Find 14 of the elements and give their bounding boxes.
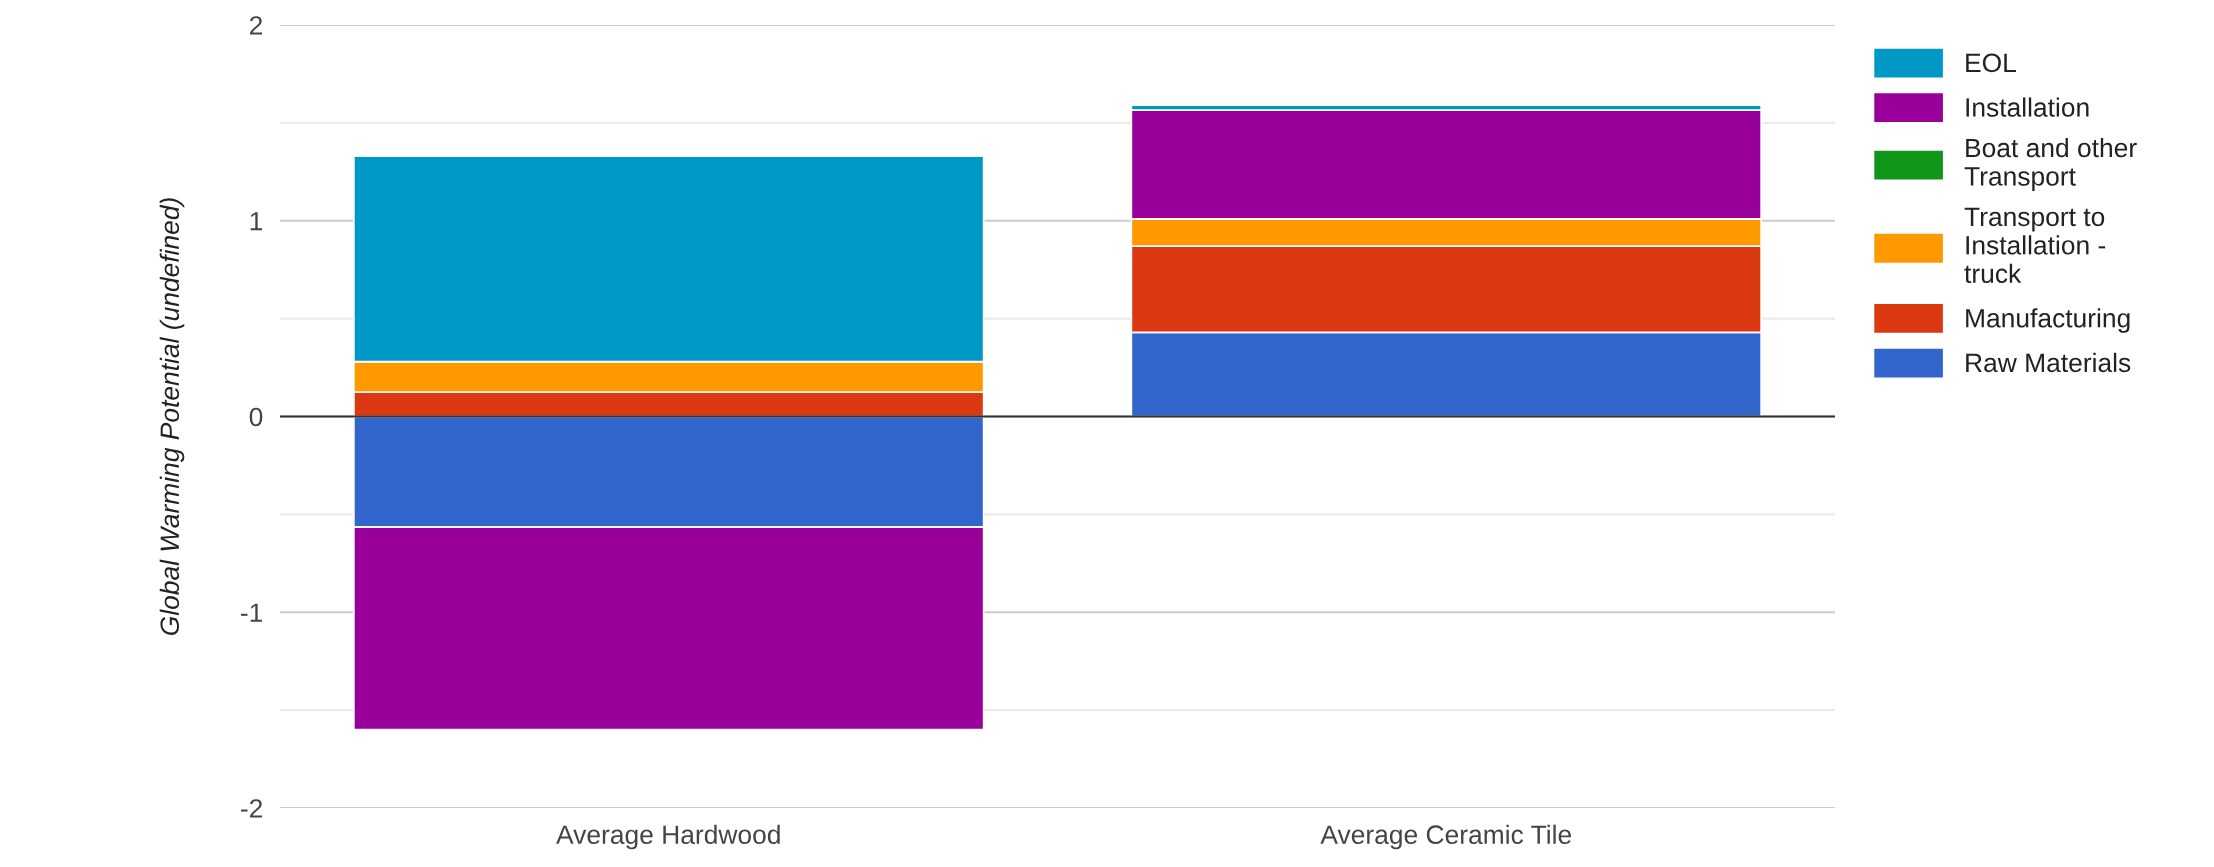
- y-tick-label: 0: [249, 407, 263, 427]
- y-tick-label: 2: [249, 16, 263, 35]
- legend-label: Installation: [1966, 97, 2089, 117]
- legend-label: Boat and other Transport: [1964, 137, 2137, 191]
- x-tick-label: Average Ceramic Tile: [1320, 824, 1571, 850]
- y-tick-label: -1: [241, 603, 263, 622]
- legend-label: Raw Materials: [1966, 352, 2131, 373]
- legend-label: Transport to Installation - truck: [1964, 207, 2106, 284]
- legend-label: Manufacturing: [1966, 308, 2130, 333]
- legend-label: EOL: [1966, 53, 2016, 73]
- y-tick-label: 1: [250, 212, 263, 231]
- x-tick-label: Average Hardwood: [556, 824, 780, 850]
- y-axis-title: Global Warming Potential (undefined): [159, 198, 185, 635]
- y-tick-label: -2: [241, 799, 263, 818]
